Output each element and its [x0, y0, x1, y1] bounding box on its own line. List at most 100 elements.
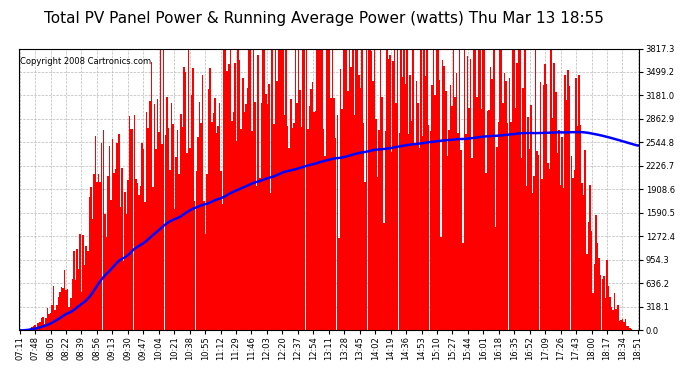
Bar	[201, 75, 204, 330]
Bar	[465, 134, 466, 330]
Bar	[180, 114, 181, 330]
Bar	[405, 84, 406, 330]
Bar	[425, 76, 426, 330]
Bar	[383, 223, 384, 330]
Bar	[157, 99, 158, 330]
Bar	[624, 319, 627, 330]
Bar	[591, 231, 592, 330]
Bar	[583, 195, 584, 330]
Bar	[163, 48, 164, 330]
Bar	[195, 171, 197, 330]
Bar	[406, 48, 408, 330]
Bar	[230, 48, 231, 330]
Bar	[357, 48, 358, 330]
Bar	[352, 48, 353, 330]
Bar	[168, 129, 169, 330]
Bar	[143, 149, 144, 330]
Bar	[456, 73, 457, 330]
Bar	[319, 48, 321, 330]
Bar	[139, 186, 141, 330]
Bar	[72, 279, 73, 330]
Bar	[63, 270, 66, 330]
Bar	[471, 158, 473, 330]
Bar	[353, 115, 355, 330]
Bar	[364, 182, 366, 330]
Bar	[344, 48, 346, 330]
Bar	[584, 150, 586, 330]
Bar	[464, 48, 465, 330]
Bar	[313, 111, 315, 330]
Bar	[117, 143, 118, 330]
Bar	[369, 48, 371, 330]
Bar	[206, 174, 208, 330]
Bar	[462, 243, 464, 330]
Bar	[194, 201, 195, 330]
Bar	[104, 213, 106, 330]
Bar	[586, 254, 587, 330]
Bar	[144, 202, 146, 330]
Bar	[121, 168, 123, 330]
Bar	[41, 318, 42, 330]
Bar	[577, 126, 578, 330]
Bar	[288, 148, 290, 330]
Bar	[84, 265, 86, 330]
Bar	[526, 186, 527, 330]
Bar	[98, 174, 99, 330]
Bar	[179, 174, 180, 330]
Bar	[331, 98, 332, 330]
Bar	[150, 62, 152, 330]
Bar	[575, 78, 577, 330]
Bar	[28, 329, 30, 330]
Bar	[580, 125, 582, 330]
Bar	[225, 48, 226, 330]
Bar	[500, 48, 501, 330]
Bar	[628, 326, 629, 330]
Bar	[103, 130, 104, 330]
Bar	[417, 103, 419, 330]
Bar	[578, 75, 580, 330]
Bar	[614, 293, 615, 330]
Bar	[169, 170, 170, 330]
Bar	[76, 249, 78, 330]
Bar	[375, 119, 377, 330]
Bar	[79, 234, 81, 330]
Bar	[210, 68, 211, 330]
Bar	[454, 98, 456, 330]
Bar	[208, 88, 210, 330]
Bar	[149, 101, 150, 330]
Bar	[451, 105, 453, 330]
Bar	[124, 192, 126, 330]
Bar	[160, 48, 161, 330]
Bar	[622, 319, 623, 330]
Bar	[368, 48, 369, 330]
Bar	[453, 48, 454, 330]
Bar	[172, 123, 174, 330]
Bar	[255, 102, 256, 330]
Bar	[349, 48, 351, 330]
Bar	[479, 48, 481, 330]
Bar	[78, 269, 79, 330]
Bar	[572, 178, 573, 330]
Bar	[323, 129, 324, 330]
Bar	[555, 92, 557, 330]
Bar	[507, 123, 509, 330]
Bar	[429, 132, 431, 330]
Bar	[224, 48, 225, 330]
Bar	[62, 288, 63, 330]
Bar	[603, 276, 604, 330]
Bar	[487, 111, 489, 330]
Bar	[261, 103, 262, 330]
Bar	[408, 134, 409, 330]
Bar	[442, 60, 444, 330]
Bar	[317, 48, 318, 330]
Bar	[395, 103, 397, 330]
Bar	[516, 63, 518, 330]
Bar	[199, 102, 200, 330]
Bar	[31, 327, 32, 330]
Bar	[130, 129, 132, 330]
Bar	[128, 180, 129, 330]
Bar	[337, 114, 338, 330]
Bar	[164, 135, 166, 330]
Bar	[627, 326, 628, 330]
Bar	[189, 148, 191, 330]
